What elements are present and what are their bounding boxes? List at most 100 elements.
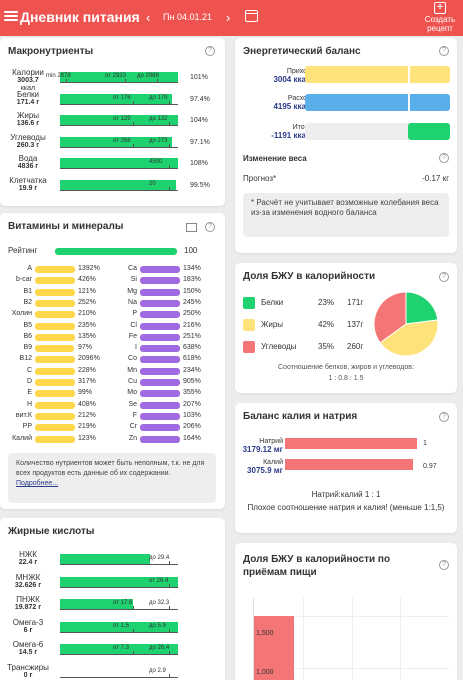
fatty-mark-label: от 1.5 [113,622,129,629]
potassium-ratio: 0.97 [423,463,437,470]
help-icon[interactable]: ? [439,272,449,282]
nutrient-percent: 355% [183,389,201,397]
nutrient-bar [35,401,75,409]
meals-title: Доля БЖУ в калорийности по приёмам пищи [243,554,391,578]
fatty-mark-tick [169,583,170,588]
nutrient-name: Ca [128,265,137,272]
nutrient-row: E 99% [0,389,110,399]
nutrient-name: вит.К [15,411,32,419]
nutrient-row: b-car 426% [0,276,110,286]
nutrient-name: Se [128,400,137,408]
create-recipe-label-2: рецепт [427,24,453,33]
nutrient-name: B9 [23,344,32,352]
fatty-value: 19.872 г [14,604,42,611]
fatty-name: ПНЖК [16,595,40,604]
grid-line [254,616,449,617]
macro-bar-fill [60,179,176,190]
rating-value: 100 [184,246,198,255]
page-title: Дневник питания [20,9,140,25]
macro-name: Углеводы [10,132,46,142]
macro-mark-label: 20 [149,180,156,187]
nutrient-note: Количество нутриентов может быть неполны… [8,453,216,503]
fatty-axis [60,609,178,610]
next-day-chevron-icon[interactable]: › [226,10,231,25]
macro-percent: 97.1% [190,138,210,146]
help-icon[interactable]: ? [205,222,215,232]
potassium-sodium-card: Баланс калия и натрия ? Натрий 3179.12 мг… [235,403,457,533]
macro-value: 260.3 г [16,141,40,149]
macro-axis [60,189,178,191]
nutrient-bar [140,333,180,341]
fatty-mark-tick [133,606,134,610]
macro-mark-label: 4500 [149,159,163,165]
add-recipe-icon: + [434,2,446,14]
fatty-acids-title: Жирные кислоты [8,526,95,537]
nutrient-name: C [26,366,32,374]
macro-row: Жиры 136.6 г от 129 до 132 104% [0,112,225,130]
fatty-bar: от 17.6 до 32.3 [60,599,178,610]
hamburger-menu-icon[interactable] [4,9,18,23]
create-recipe-button[interactable]: + Создать рецепт [420,2,460,33]
macro-mark-tick [125,79,126,83]
kna-title: Баланс калия и натрия [243,411,358,422]
fatty-mark-label: до 5.9 [149,622,166,629]
table-view-icon[interactable] [186,223,197,232]
macro-value: 171.4 г [16,98,40,106]
fatty-row: ПНЖК 19.872 г от 17.6 до 32.3 [0,596,225,614]
total-bar [305,123,450,140]
help-icon[interactable]: ? [205,46,215,56]
nutrient-name: E [27,389,32,397]
more-link[interactable]: Подробнее... [16,480,59,487]
nutrient-name: Cu [128,378,137,385]
macro-mark-tick [133,100,134,105]
fatty-mark-label: до 2.9 [149,667,166,674]
nutrient-name: D [26,378,32,385]
macro-axis [60,168,178,169]
help-icon[interactable]: ? [439,153,449,163]
fatty-label: Омега-3 6 г [0,618,56,635]
fatty-row: МНЖК 32.626 г от 26.4 [0,573,225,592]
help-icon[interactable]: ? [439,412,449,422]
nutrient-percent: 251% [183,332,201,340]
fatty-mark-tick [133,628,134,633]
nutrient-bar [140,367,180,375]
nutrient-name: Co [128,355,137,363]
nutrient-bar [35,266,75,273]
nutrient-bar [140,435,180,443]
fatty-mark-label: от 26.4 [149,577,169,584]
help-icon[interactable]: ? [439,560,449,570]
macro-label: Углеводы 260.3 г [0,132,56,150]
nutrient-percent: 252% [78,298,96,306]
nutrient-percent: 216% [183,321,201,329]
nutrient-percent: 618% [183,355,201,363]
macro-label: Вода 4836 г [0,155,56,171]
prev-day-chevron-icon[interactable]: ‹ [146,10,151,25]
fatty-axis [60,631,178,633]
nutrient-name: Холин [11,310,32,318]
macro-percent: 99.5% [190,181,210,189]
calendar-icon[interactable] [245,10,258,22]
macro-bar: от 268 до 273 [60,136,178,148]
weight-change-title: Изменение веса [243,154,307,163]
nutrient-name: I [135,344,137,352]
macro-label: Клетчатка 19.9 г [0,176,56,193]
bju-name: Жиры [261,320,284,329]
macro-mark-tick [157,79,158,83]
help-icon[interactable]: ? [439,46,449,56]
nutrient-bar [35,345,74,353]
nutrient-percent: 134% [183,265,201,272]
macro-bar: от 129 до 132 [60,115,178,126]
nutrient-name: b-car [16,276,32,284]
create-recipe-label-1: Создать [424,15,456,24]
macro-row: Вода 4836 г 4500 108% [0,155,225,173]
fatty-axis [60,676,178,678]
nutrient-name: F [132,411,137,419]
current-date[interactable]: Пн 04.01.21 [163,12,212,22]
macro-mark-tick [133,122,134,126]
macronutrients-card: Макронутриенты ? Калории 3003.7 ккал min 28… [0,38,225,206]
macro-row: Белки 171.4 г от 176 до 179 97.4% [0,90,225,109]
nutrient-percent: 164% [183,434,201,442]
expense-bar-fill [305,94,450,111]
nutrient-percent: 207% [183,400,201,408]
fatty-mark-label: от 7.3 [113,645,129,651]
